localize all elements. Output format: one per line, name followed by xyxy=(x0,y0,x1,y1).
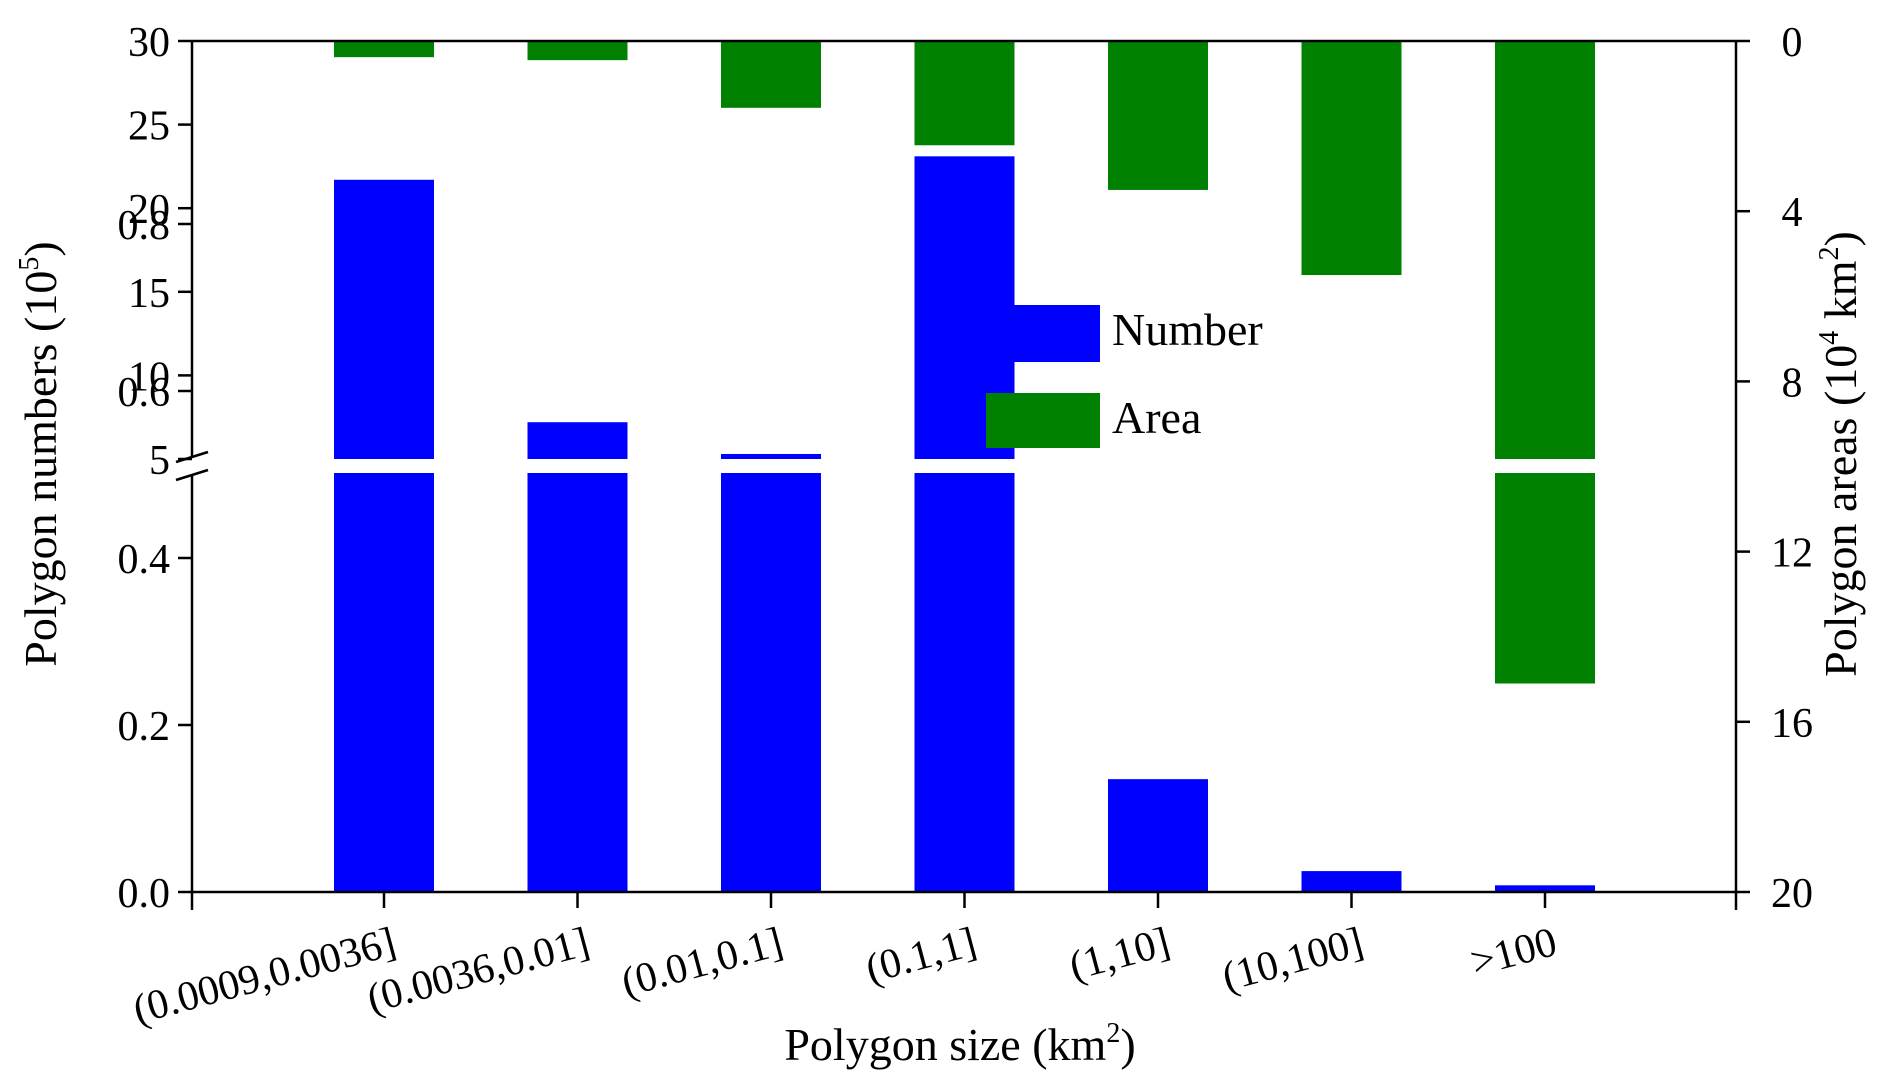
left-tick-label: 5 xyxy=(149,438,170,484)
legend-swatch-number xyxy=(986,305,1100,362)
number-bar xyxy=(1495,885,1595,892)
legend-label-number: Number xyxy=(1112,304,1263,355)
right-tick-label: 8 xyxy=(1782,360,1803,406)
x-tick-label: (0.1,1] xyxy=(861,919,981,992)
x-tick-label: (0.0036,0.01] xyxy=(362,919,594,1022)
left-tick-label: 0.2 xyxy=(118,704,171,750)
axis-break-gap xyxy=(193,459,1735,473)
area-bar xyxy=(1108,41,1208,190)
left-tick-label: 0.6 xyxy=(118,370,171,416)
number-bars xyxy=(334,156,1595,892)
x-tick-label: >100 xyxy=(1466,919,1562,986)
left-tick-label: 15 xyxy=(128,271,170,317)
x-tick-label: (0.01,0.1] xyxy=(617,919,788,1006)
break-mark-top xyxy=(175,450,209,464)
right-tick-label: 16 xyxy=(1771,701,1813,747)
x-tick-label: (10,100] xyxy=(1218,919,1369,1001)
right-tick-label: 12 xyxy=(1771,531,1813,577)
right-y-axis-title: Polygon areas (104 km2) xyxy=(1814,231,1866,677)
number-bar xyxy=(1108,779,1208,892)
left-y-axis-title: Polygon numbers (105) xyxy=(14,241,66,666)
number-bar xyxy=(1301,871,1402,892)
number-bar xyxy=(914,156,1015,892)
area-bar xyxy=(914,41,1015,146)
area-bar xyxy=(334,41,434,58)
number-bar xyxy=(721,453,821,892)
legend: Number Area xyxy=(986,304,1263,448)
x-axis-title: Polygon size (km2) xyxy=(784,1018,1135,1070)
left-tick-label: 0.0 xyxy=(118,871,171,917)
break-mark-bottom xyxy=(175,468,209,482)
left-tick-label: 25 xyxy=(128,104,170,150)
x-tick-label: (0.0009,0.0036] xyxy=(128,919,400,1033)
number-bar xyxy=(334,179,434,892)
right-tick-label: 20 xyxy=(1771,871,1813,917)
left-tick-label: 0.4 xyxy=(118,537,171,583)
area-bar xyxy=(1495,41,1595,684)
left-tick-label: 10 xyxy=(128,354,170,400)
legend-label-area: Area xyxy=(1112,392,1201,443)
x-tick-label: (1,10] xyxy=(1065,919,1175,990)
right-tick-label: 0 xyxy=(1782,20,1803,66)
left-tick-label: 20 xyxy=(128,187,170,233)
break-band xyxy=(193,459,1735,473)
left-tick-label: 0.8 xyxy=(118,203,171,249)
left-tick-label: 30 xyxy=(128,20,170,66)
area-bar xyxy=(721,41,821,108)
right-tick-label: 4 xyxy=(1782,190,1803,236)
number-bar xyxy=(527,422,628,892)
area-bar xyxy=(1301,41,1402,276)
area-bars xyxy=(334,41,1595,684)
area-bar xyxy=(527,41,628,61)
legend-swatch-area xyxy=(986,393,1100,448)
